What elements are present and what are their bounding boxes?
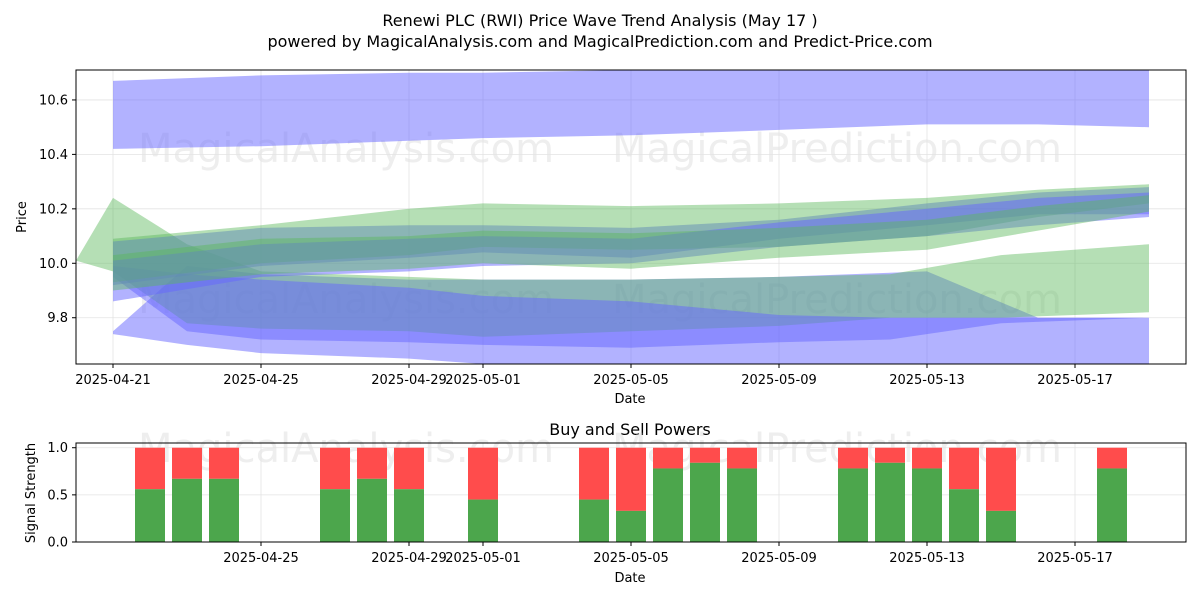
buy-power-bar: [727, 468, 757, 542]
blue-wave-band: [113, 70, 1149, 149]
chart-subtitle: powered by MagicalAnalysis.com and Magic…: [267, 32, 932, 51]
main-x-tick-label: 2025-04-25: [223, 373, 299, 388]
buy-power-bar: [172, 478, 202, 542]
power-x-tick-label: 2025-05-09: [741, 551, 817, 566]
main-y-tick-label: 10.6: [39, 93, 68, 108]
power-x-axis-label: Date: [614, 571, 645, 586]
buy-power-bar: [135, 489, 165, 542]
sell-power-bar: [838, 447, 868, 469]
main-y-tick-label: 10.4: [39, 148, 68, 163]
power-y-tick-label: 0.5: [47, 488, 68, 503]
main-y-tick-label: 10.2: [39, 202, 68, 217]
power-y-axis-label: Signal Strength: [24, 443, 39, 543]
price-bands: [76, 70, 1149, 364]
power-x-tick-label: 2025-04-25: [223, 551, 299, 566]
buy-power-bar: [468, 499, 498, 542]
blue-wave-band: [113, 192, 1149, 302]
blue-wave-band: [113, 266, 1149, 348]
buy-power-bar: [875, 462, 905, 542]
main-x-tick-label: 2025-05-13: [889, 373, 965, 388]
power-x-tick-label: 2025-05-01: [445, 551, 521, 566]
main-x-axis-label: Date: [614, 392, 645, 407]
power-x-tick-label: 2025-05-13: [889, 551, 965, 566]
power-x-tick-label: 2025-05-05: [593, 551, 669, 566]
main-axis-ticks: 2025-04-21 2025-04-25 2025-04-292025-05-01…: [39, 93, 1113, 388]
sell-power-bar: [394, 447, 424, 490]
sell-power-bar: [320, 447, 350, 490]
green-wave-band: [113, 184, 1149, 283]
buy-power-bar: [986, 510, 1016, 542]
green-wave-band: [113, 195, 1149, 291]
buy-power-bar: [394, 489, 424, 542]
sell-power-bar: [616, 447, 646, 511]
power-chart-title: Buy and Sell Powers: [549, 420, 711, 439]
power-y-tick-label: 1.0: [47, 441, 68, 456]
main-x-tick-label: 2025-05-01: [445, 373, 521, 388]
buy-power-bar: [616, 510, 646, 542]
sell-power-bar: [875, 447, 905, 463]
main-x-tick-label: 2025-04-21: [75, 373, 151, 388]
sell-power-bar: [912, 447, 942, 469]
price-wave-plot: MagicalAnalysis.com MagicalPrediction.co…: [15, 69, 1187, 407]
main-x-tick-label: 2025-05-17: [1037, 373, 1113, 388]
watermark-prediction: MagicalPrediction.com: [612, 126, 1062, 172]
main-y-tick-label: 9.8: [47, 311, 68, 326]
sell-power-bar: [949, 447, 979, 490]
buy-power-bar: [690, 462, 720, 542]
buy-power-bar: [912, 468, 942, 542]
blue-wave-band: [113, 187, 1149, 286]
buy-power-bar: [838, 468, 868, 542]
chart-title: Renewi PLC (RWI) Price Wave Trend Analys…: [382, 11, 817, 30]
sell-power-bar: [986, 447, 1016, 511]
sell-power-bar: [727, 447, 757, 469]
sell-power-bar: [1097, 447, 1127, 469]
main-y-tick-label: 10.0: [39, 257, 68, 272]
buy-power-bar: [653, 468, 683, 542]
buy-power-bar: [357, 478, 387, 542]
power-x-tick-label: 2025-05-17: [1037, 551, 1113, 566]
power-bars: [135, 447, 1127, 542]
main-x-tick-label: 2025-05-05: [593, 373, 669, 388]
buy-power-bar: [579, 499, 609, 542]
sell-power-bar: [135, 447, 165, 490]
main-y-axis-label: Price: [15, 201, 30, 233]
power-x-tick-label: 2025-04-29: [371, 551, 447, 566]
sell-power-bar: [357, 447, 387, 479]
power-y-tick-label: 0.0: [47, 536, 68, 551]
sell-power-bar: [579, 447, 609, 500]
sell-power-bar: [653, 447, 683, 469]
sell-power-bar: [468, 447, 498, 500]
buy-power-bar: [1097, 468, 1127, 542]
buy-power-bar: [949, 489, 979, 542]
main-x-tick-label: 2025-05-09: [741, 373, 817, 388]
buy-power-bar: [320, 489, 350, 542]
buy-power-bar: [209, 478, 239, 542]
sell-power-bar: [209, 447, 239, 479]
sell-power-bar: [690, 447, 720, 463]
main-x-tick-label: 2025-04-29: [371, 373, 447, 388]
buy-sell-plot: Buy and Sell Powers MagicalAnalysis.com …: [24, 420, 1187, 586]
sell-power-bar: [172, 447, 202, 479]
